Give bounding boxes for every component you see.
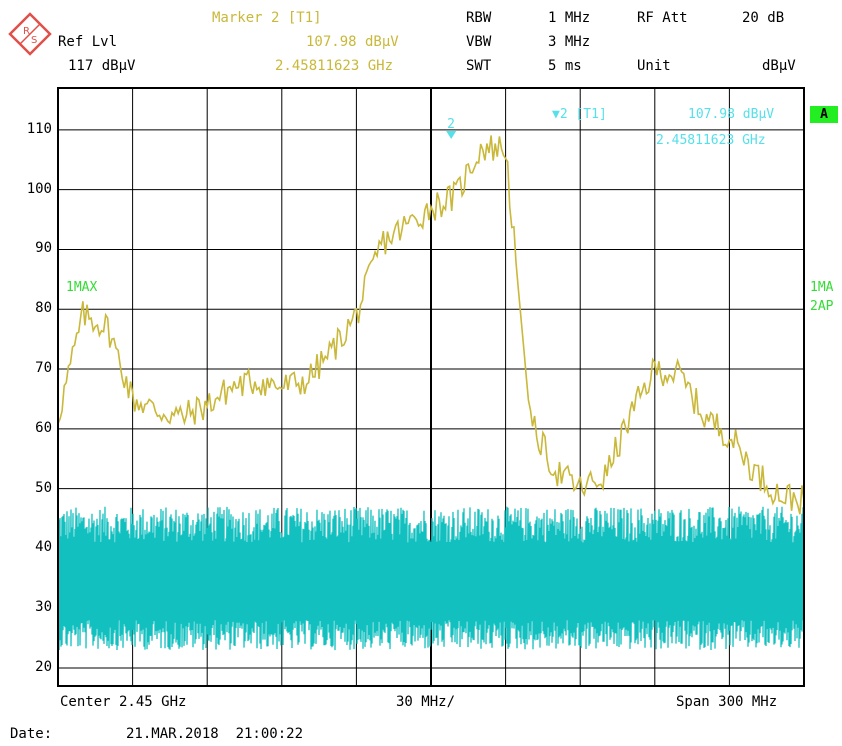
y-tick-label: 50 [35,479,52,496]
rbw-value: 1 MHz [548,10,591,26]
swt-value: 5 ms [548,58,582,74]
frequency-per-division: 30 MHz/ [396,694,456,710]
marker-readout-frequency: 2.45811623 GHz [656,133,766,148]
channel-badge: A [810,106,838,123]
trace-2ap-noise [57,506,805,651]
trace-1max [57,135,805,515]
unit-label: Unit [637,58,671,74]
date-value: 21.MAR.2018 21:00:22 [126,726,304,742]
y-tick-label: 100 [26,180,52,197]
date-label: Date: [10,726,53,742]
y-tick-label: 40 [35,539,52,556]
center-frequency: Center 2.45 GHz [60,694,187,710]
rf-att-label: RF Att [637,10,688,26]
vbw-label: VBW [466,34,492,50]
marker-2-icon [446,130,457,139]
rf-att-value: 20 dB [742,10,785,26]
y-tick-label: 80 [35,300,52,317]
unit-value: dBµV [762,58,796,74]
marker-readout-level: 107.98 dBµV [688,107,775,122]
ref-level-value: 117 dBµV [68,58,136,74]
marker-readout-title: ▼2 [T1] [552,107,607,122]
svg-text:R: R [23,26,30,37]
y-tick-label: 110 [26,120,52,137]
y-tick-label: 20 [35,659,52,676]
svg-text:S: S [31,35,37,46]
y-tick-label: 70 [35,360,52,377]
y-tick-label: 60 [35,419,52,436]
rbw-label: RBW [466,10,492,26]
trace1-detector-label: 1MA [810,280,834,295]
vbw-value: 3 MHz [548,34,591,50]
marker-title: Marker 2 [T1] [212,10,322,26]
marker-frequency: 2.45811623 GHz [275,58,394,74]
y-tick-label: 30 [35,599,52,616]
ref-level-label: Ref Lvl [58,34,118,50]
rohde-schwarz-logo-icon: R S [8,12,52,56]
marker-level: 107.98 dBµV [306,34,399,50]
trace2-detector-label: 2AP [810,299,834,314]
swt-label: SWT [466,58,492,74]
y-tick-label: 90 [35,240,52,257]
trace1-label: 1MAX [66,280,98,295]
span: Span 300 MHz [676,694,778,710]
plot-frame [57,87,805,687]
marker-2-number: 2 [447,117,455,132]
